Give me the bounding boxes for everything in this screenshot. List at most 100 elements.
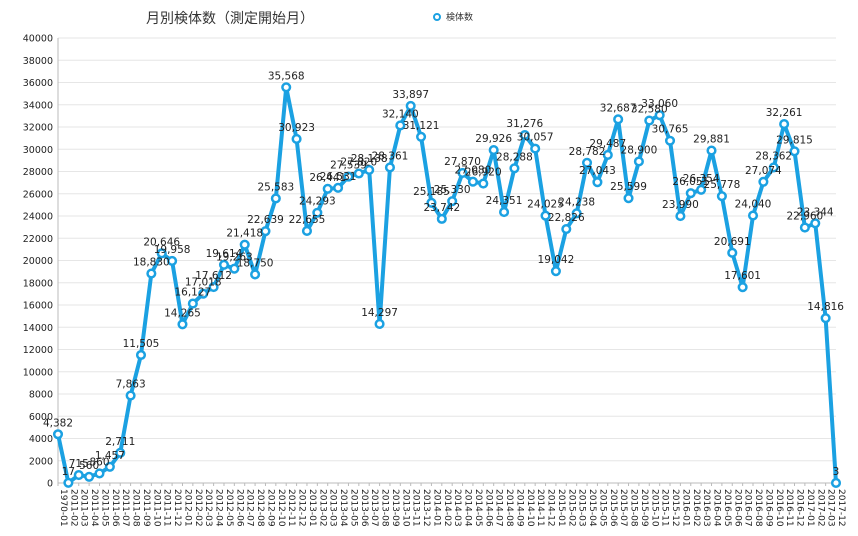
data-point [830, 477, 842, 489]
x-tick-label: 2012-06 [234, 489, 244, 527]
x-tick-label: 2016-03 [701, 489, 711, 527]
data-point [239, 239, 250, 250]
x-tick-label: 2014-12 [546, 489, 556, 527]
x-tick-label: 2016-11 [784, 489, 794, 527]
x-tick-label: 2012-12 [297, 489, 307, 527]
data-point [395, 120, 406, 131]
data-point [820, 313, 831, 324]
x-tick-label: 2012-08 [255, 489, 265, 527]
data-label: 28,782 [569, 146, 606, 158]
legend-label: 検体数 [446, 11, 473, 23]
x-tick-label: 2014-04 [463, 489, 473, 527]
x-tick-label: 2011-06 [110, 489, 120, 527]
x-tick-label: 2014-10 [525, 489, 535, 527]
x-tick-label: 2015-10 [649, 489, 659, 527]
x-tick-label: 2016-09 [763, 489, 773, 527]
data-label: 30,765 [652, 124, 689, 136]
y-tick-label: 14000 [23, 323, 53, 334]
data-label: 32,687 [600, 102, 637, 114]
data-label: 860 [89, 456, 109, 468]
data-label: 29,881 [693, 134, 730, 146]
data-point [675, 211, 686, 222]
x-tick-label: 2011-02 [68, 489, 78, 527]
data-label: 27,043 [579, 165, 616, 177]
data-point [467, 176, 478, 187]
y-tick-label: 24000 [23, 212, 53, 223]
data-point [789, 146, 800, 157]
y-tick-label: 20000 [23, 256, 53, 267]
data-label: 27,074 [745, 165, 782, 177]
data-label: 2,711 [105, 436, 135, 448]
data-label: 35,568 [268, 70, 305, 82]
x-tick-label: 2016-05 [722, 489, 732, 527]
data-point [768, 162, 779, 173]
y-tick-label: 16000 [23, 301, 53, 312]
data-label: 16,127 [174, 287, 211, 299]
x-tick-label: 2015-05 [597, 489, 607, 527]
x-tick-label: 2014-02 [442, 489, 452, 527]
x-tick-label: 2014-11 [535, 489, 545, 527]
data-point [561, 224, 572, 235]
x-tick-label: 2015-04 [587, 489, 597, 527]
data-point [716, 191, 727, 202]
data-label: 3 [833, 466, 840, 478]
data-point [447, 196, 458, 207]
data-label: 19,614 [206, 248, 243, 260]
data-label: 17,601 [724, 270, 761, 282]
data-point [540, 210, 551, 221]
y-tick-label: 30000 [23, 145, 53, 156]
data-point [737, 282, 748, 293]
data-label: 17 [62, 466, 75, 478]
y-tick-label: 26000 [23, 189, 53, 200]
data-label: 32,580 [631, 104, 668, 116]
x-tick-label: 2016-07 [743, 489, 753, 527]
data-label: 29,926 [475, 133, 512, 145]
x-tick-label: 1970-01 [58, 489, 68, 527]
chart-title: 月別検体数（測定開始月） [146, 11, 314, 27]
legend-marker [433, 13, 441, 21]
x-tick-label: 2012-04 [214, 489, 224, 527]
data-point [571, 208, 582, 219]
x-tick-label: 2012-10 [276, 489, 286, 527]
data-label: 24,025 [527, 199, 564, 211]
data-point [270, 193, 281, 204]
y-tick-label: 18000 [23, 278, 53, 289]
x-tick-label: 2017-12 [836, 489, 846, 527]
data-point [509, 163, 520, 174]
x-tick-label: 2013-11 [411, 489, 421, 527]
data-label: 17,612 [195, 270, 232, 282]
x-tick-label: 2016-02 [691, 489, 701, 527]
data-point [623, 193, 634, 204]
data-label: 24,351 [486, 195, 523, 207]
data-point [104, 461, 115, 472]
data-label: 24,238 [558, 196, 595, 208]
x-tick-label: 2011-03 [79, 489, 89, 527]
data-point [364, 164, 375, 176]
y-tick-label: 8000 [29, 390, 53, 401]
x-tick-label: 2015-08 [629, 489, 639, 527]
data-label: 26,354 [683, 173, 720, 185]
x-tick-label: 2015-06 [608, 489, 618, 527]
data-label: 19,958 [154, 244, 191, 256]
data-label: 27,080 [455, 165, 492, 177]
data-point [167, 255, 178, 267]
data-point [156, 248, 167, 259]
data-point [281, 82, 292, 93]
x-tick-label: 2011-04 [89, 489, 99, 527]
data-point [499, 207, 510, 218]
data-label: 22,655 [289, 214, 326, 226]
x-tick-label: 2013-01 [307, 489, 317, 527]
data-point [291, 133, 302, 145]
x-tick-label: 2011-10 [151, 489, 161, 527]
x-tick-label: 2012-02 [193, 489, 203, 527]
data-label: 21,418 [226, 228, 263, 240]
data-label: 22,826 [548, 212, 585, 224]
data-label: 28,138 [351, 153, 388, 165]
x-tick-label: 2011-09 [141, 489, 151, 527]
data-point [405, 100, 416, 111]
x-tick-label: 2011-08 [131, 489, 141, 527]
x-tick-label: 2016-12 [795, 489, 805, 527]
data-label: 560 [79, 460, 99, 472]
x-tick-label: 2012-09 [265, 489, 275, 527]
